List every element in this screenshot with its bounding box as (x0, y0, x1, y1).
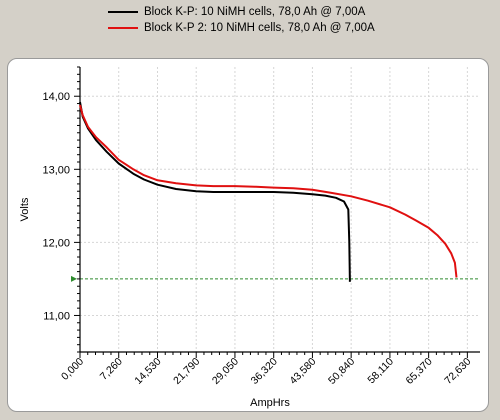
x-tick-label: 29,050 (210, 356, 241, 387)
x-axis-title: AmpHrs (250, 397, 290, 409)
y-axis-title: Volts (19, 197, 31, 221)
x-tick-label: 72,630 (442, 356, 473, 387)
x-tick-label: 14,530 (132, 356, 163, 387)
legend-entry-series-2: Block K-P 2: 10 NiMH cells, 78,0 Ah @ 7,… (108, 20, 375, 36)
x-tick-label: 7,260 (98, 356, 125, 383)
legend-label-series-1: Block K-P: 10 NiMH cells, 78,0 Ah @ 7,00… (144, 6, 366, 18)
series-line-2 (79, 104, 458, 278)
legend-label-series-2: Block K-P 2: 10 NiMH cells, 78,0 Ah @ 7,… (144, 22, 375, 34)
x-tick-label: 65,370 (404, 356, 435, 387)
legend-swatch-series-1 (108, 11, 138, 13)
reference-marker (71, 275, 77, 282)
legend-swatch-series-2 (108, 27, 138, 29)
x-tick-label: 58,110 (365, 356, 396, 387)
x-tick-label: 36,320 (249, 356, 280, 387)
y-tick-label: 11,00 (43, 310, 70, 322)
legend-entry-series-1: Block K-P: 10 NiMH cells, 78,0 Ah @ 7,00… (108, 4, 375, 20)
legend: Block K-P: 10 NiMH cells, 78,0 Ah @ 7,00… (108, 4, 375, 36)
y-tick-label: 13,00 (42, 164, 70, 176)
y-tick-label: 12,00 (42, 237, 70, 249)
x-tick-label: 50,840 (326, 356, 357, 387)
y-tick-label: 14,00 (42, 91, 70, 103)
x-tick-label: 21,790 (171, 356, 202, 387)
x-tick-label: 43,580 (287, 356, 318, 387)
line-chart: 11,00 12,00 13,00 14,00 0,000 7,260 14,530 21,7… (19, 66, 480, 409)
chart-panel: 11,00 12,00 13,00 14,00 0,000 7,260 14,530 21,7… (7, 58, 489, 412)
series-line-1 (79, 101, 351, 282)
x-tick-label: 0,000 (59, 356, 86, 383)
